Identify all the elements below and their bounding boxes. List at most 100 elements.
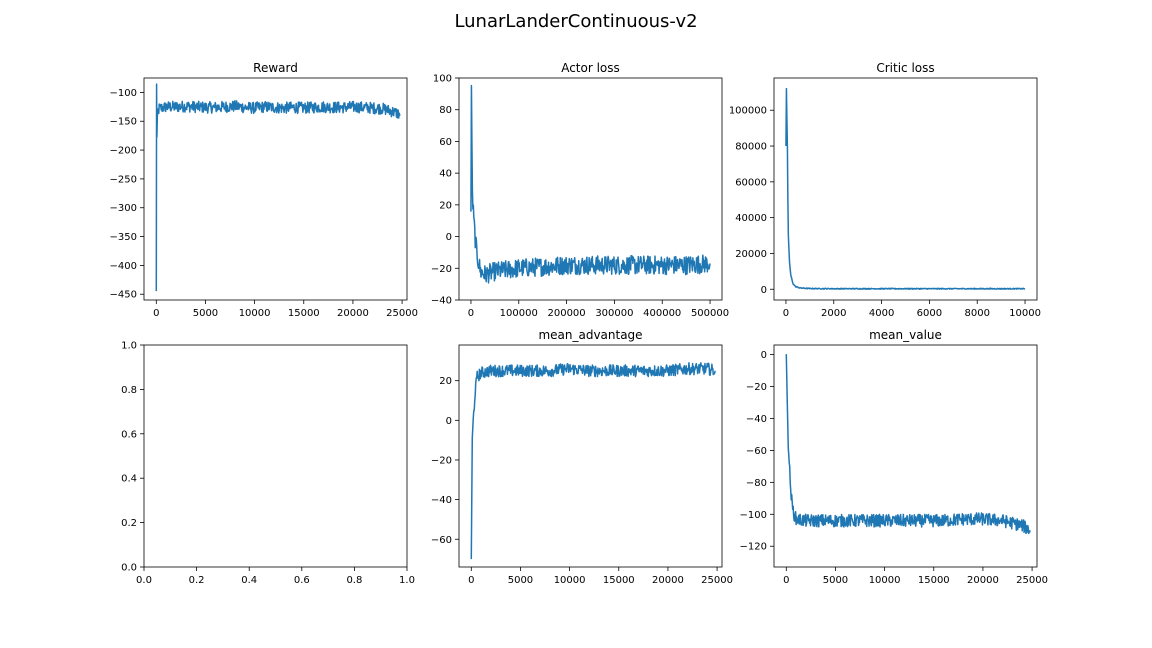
subplot-title: Actor loss <box>561 61 620 75</box>
x-tick-label: 8000 <box>965 308 990 319</box>
y-tick-label: 100000 <box>729 106 767 117</box>
x-tick-label: 500000 <box>691 308 729 319</box>
subplot-reward: 0 5000 10000 15000 20000 25000 −100 −150 −200 −25… <box>110 61 418 319</box>
x-tick-label: 25000 <box>1016 575 1048 586</box>
x-tick-label: 0.0 <box>136 575 152 586</box>
subplot-actor-loss: 0 100000 200000 300000 400000 500000 100 80 60 40… <box>431 61 729 319</box>
subplot-mean-advantage: 0 5000 10000 15000 20000 25000 20 0 −20 −40 −60 mea… <box>431 328 733 586</box>
y-tick-label: −450 <box>110 290 137 301</box>
y-tick-label: −300 <box>110 203 137 214</box>
y-tick-label: −400 <box>110 261 137 272</box>
x-tick-label: 5000 <box>823 575 848 586</box>
axes-frame <box>143 344 408 568</box>
subplot-empty: 0.0 0.2 0.4 0.6 0.8 1.0 0.0 0.2 0.4 0.6 0.8 1.0 <box>121 341 415 587</box>
y-tick-label: −40 <box>746 414 767 425</box>
x-tick-label: 10000 <box>1009 308 1041 319</box>
x-tick-label: 15000 <box>918 575 950 586</box>
y-tick-label: −60 <box>431 535 452 546</box>
x-tick-label: 0 <box>468 308 474 319</box>
series-line-mean-value-0 <box>785 354 1031 535</box>
series-line-actor-loss-0 <box>470 84 711 284</box>
x-tick-label: 400000 <box>643 308 681 319</box>
x-tick-label: 20000 <box>967 575 999 586</box>
x-tick-label: 0.6 <box>294 575 310 586</box>
y-tick-label: 60000 <box>735 177 767 188</box>
y-tick-label: −250 <box>110 174 137 185</box>
y-tick-label: 1.0 <box>121 341 137 352</box>
x-tick-label: 0 <box>783 308 789 319</box>
y-tick-label: 0 <box>761 285 767 296</box>
subplot-title: Critic loss <box>876 61 934 75</box>
y-tick-label: −100 <box>110 88 137 99</box>
y-tick-label: −150 <box>110 117 137 128</box>
y-tick-label: −40 <box>431 296 452 307</box>
series-line-mean-advantage-0 <box>470 362 716 560</box>
x-tick-label: 25000 <box>386 308 418 319</box>
y-tick-label: −350 <box>110 232 137 243</box>
x-tick-label: 2000 <box>821 308 846 319</box>
figure-title: LunarLanderContinuous-v2 <box>454 11 697 32</box>
y-tick-label: −20 <box>431 455 452 466</box>
subplot-title: Reward <box>253 61 298 75</box>
y-tick-label: 40000 <box>735 213 767 224</box>
subplot-mean-value: 0 5000 10000 15000 20000 25000 0 −20 −40 −60 −80 −1… <box>740 328 1048 586</box>
x-tick-label: 0 <box>468 575 474 586</box>
y-tick-label: −20 <box>746 382 767 393</box>
x-tick-label: 0.4 <box>241 575 257 586</box>
x-tick-label: 300000 <box>595 308 633 319</box>
x-tick-label: 5000 <box>508 575 533 586</box>
subplots-grid: 0 5000 10000 15000 20000 25000−100−150−200−25… <box>110 61 1048 586</box>
y-tick-label: 80000 <box>735 142 767 153</box>
series-line-critic-loss-0 <box>785 87 1026 290</box>
subplot-title: mean_advantage <box>538 328 642 342</box>
x-tick-label: 10000 <box>239 308 271 319</box>
y-tick-label: −40 <box>431 495 452 506</box>
x-tick-label: 100000 <box>500 308 538 319</box>
y-tick-label: 0.4 <box>121 474 137 485</box>
x-tick-label: 6000 <box>917 308 942 319</box>
x-tick-label: 200000 <box>547 308 585 319</box>
y-tick-label: −100 <box>740 510 767 521</box>
x-tick-label: 15000 <box>603 575 635 586</box>
x-tick-label: 25000 <box>701 575 733 586</box>
y-tick-label: 0.0 <box>121 563 137 574</box>
y-tick-label: 0.2 <box>121 518 137 529</box>
y-tick-label: 0 <box>446 232 452 243</box>
y-tick-label: −200 <box>110 146 137 157</box>
y-tick-label: −60 <box>746 446 767 457</box>
y-tick-label: −80 <box>746 478 767 489</box>
axes-frame <box>773 77 1038 301</box>
y-tick-label: 20 <box>439 200 452 211</box>
x-tick-label: 10000 <box>554 575 586 586</box>
y-tick-label: 100 <box>433 74 452 85</box>
x-tick-label: 1.0 <box>399 575 415 586</box>
y-tick-label: 60 <box>439 137 452 148</box>
x-tick-label: 20000 <box>337 308 369 319</box>
axes-frame <box>143 77 408 301</box>
x-tick-label: 0 <box>153 308 159 319</box>
x-tick-label: 4000 <box>869 308 894 319</box>
y-tick-label: 20000 <box>735 249 767 260</box>
y-tick-label: 80 <box>439 105 452 116</box>
series-line-reward-0 <box>155 83 401 292</box>
subplot-critic-loss: 0 2000 4000 6000 8000 10000020000400006000080… <box>729 61 1041 319</box>
y-tick-label: 0 <box>446 416 452 427</box>
axes-frame <box>773 344 1038 568</box>
y-tick-label: −20 <box>431 264 452 275</box>
x-tick-label: 0.2 <box>189 575 205 586</box>
subplot-title: mean_value <box>869 328 942 342</box>
axes-frame <box>458 344 723 568</box>
y-tick-label: 40 <box>439 169 452 180</box>
y-tick-label: 0.6 <box>121 429 137 440</box>
y-tick-label: 0.8 <box>121 385 137 396</box>
x-tick-label: 10000 <box>869 575 901 586</box>
x-tick-label: 15000 <box>288 308 320 319</box>
x-tick-label: 0 <box>783 575 789 586</box>
axes-frame <box>458 77 723 301</box>
y-tick-label: 0 <box>761 350 767 361</box>
y-tick-label: −120 <box>740 542 767 553</box>
x-tick-label: 5000 <box>193 308 218 319</box>
y-tick-label: 20 <box>439 376 452 387</box>
